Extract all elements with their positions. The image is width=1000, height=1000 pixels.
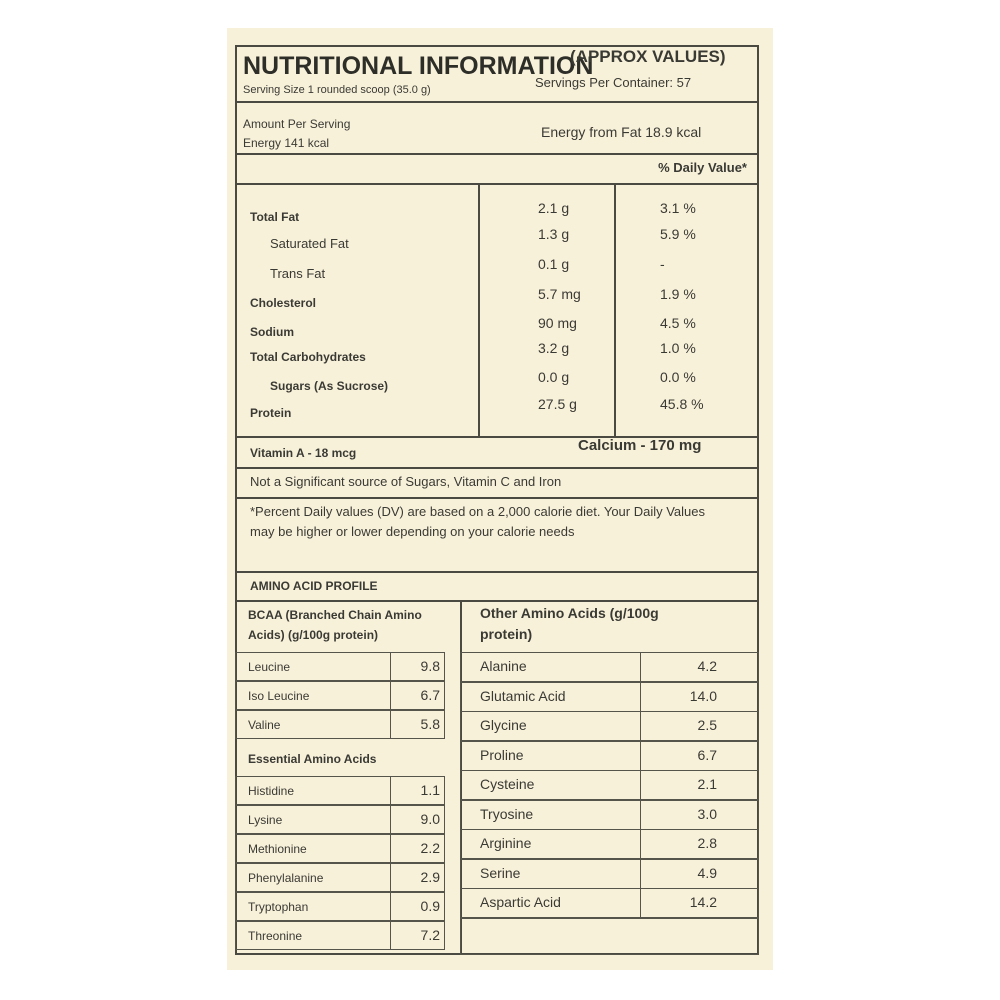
- nutrient-name: Protein: [250, 406, 292, 420]
- amino-name: Valine: [248, 718, 281, 732]
- divider: [235, 467, 759, 469]
- calcium: Calcium - 170 mg: [578, 437, 702, 454]
- table-cell: [390, 681, 445, 710]
- nutrient-daily-value: -: [660, 256, 665, 272]
- amino-name: Leucine: [248, 660, 291, 674]
- nutrient-name: Total Fat: [250, 210, 300, 224]
- table-cell: [460, 917, 759, 955]
- amount-per-serving: Amount Per Serving: [243, 117, 351, 131]
- divider: [235, 600, 759, 602]
- amino-value: 5.8: [420, 716, 440, 732]
- nutrient-name: Total Carbohydrates: [250, 350, 366, 364]
- nutrient-daily-value: 1.9 %: [660, 286, 696, 302]
- divider: [235, 436, 759, 438]
- other-amino-header: Other Amino Acids (g/100g protein): [480, 605, 659, 642]
- amino-value: 6.7: [420, 687, 440, 703]
- table-cell: [390, 863, 445, 892]
- nutrient-name: Trans Fat: [270, 266, 326, 281]
- table-cell: [390, 776, 445, 805]
- amino-name: Glycine: [480, 717, 527, 733]
- table-cell: [390, 710, 445, 739]
- amino-value: 1.1: [420, 782, 440, 798]
- amino-name: Lysine: [248, 813, 283, 827]
- nutrient-amount: 1.3 g: [538, 226, 570, 242]
- amino-name: Arginine: [480, 835, 532, 851]
- amino-value: 6.7: [697, 746, 717, 763]
- nutrient-amount: 90 mg: [538, 315, 577, 331]
- nutrient-daily-value: 4.5 %: [660, 315, 696, 331]
- amino-value: 2.1: [697, 776, 717, 792]
- nutrient-name: Sodium: [250, 325, 294, 339]
- divider: [235, 101, 759, 103]
- nutrient-daily-value: 3.1 %: [660, 200, 696, 216]
- nutrient-amount: 0.1 g: [538, 256, 570, 272]
- amino-name: Glutamic Acid: [480, 687, 566, 704]
- amino-value: 4.9: [697, 864, 717, 881]
- divider: [235, 183, 759, 185]
- amino-value: 2.2: [420, 840, 440, 856]
- nutrient-daily-value: 45.8 %: [660, 396, 704, 412]
- column-divider: [478, 183, 480, 436]
- amino-profile-title: AMINO ACID PROFILE: [250, 579, 378, 593]
- amino-value: 2.9: [420, 869, 440, 885]
- amino-value: 4.2: [697, 658, 717, 674]
- amino-name: Tryptophan: [248, 900, 309, 914]
- nutrient-amount: 2.1 g: [538, 200, 570, 216]
- amino-name: Threonine: [248, 929, 303, 943]
- amino-name: Aspartic Acid: [480, 894, 561, 910]
- nutrient-name: Sugars (As Sucrose): [270, 379, 389, 393]
- table-cell: [390, 652, 445, 681]
- nutrient-daily-value: 5.9 %: [660, 226, 696, 242]
- table-cell: [390, 921, 445, 950]
- nutrient-amount: 3.2 g: [538, 340, 570, 356]
- amino-value: 14.0: [689, 687, 717, 704]
- amino-name: Iso Leucine: [248, 689, 310, 703]
- table-cell: [390, 834, 445, 863]
- amino-name: Phenylalanine: [248, 871, 324, 885]
- nutrient-daily-value: 1.0 %: [660, 340, 696, 356]
- amino-value: 9.8: [420, 658, 440, 674]
- divider: [235, 153, 759, 155]
- nutrient-amount: 5.7 mg: [538, 286, 581, 302]
- essential-amino-header: Essential Amino Acids: [248, 752, 377, 766]
- amino-value: 2.8: [697, 835, 717, 851]
- daily-value-header: % Daily Value*: [658, 160, 747, 175]
- table-cell: [390, 805, 445, 834]
- not-significant-note: Not a Significant source of Sugars, Vita…: [250, 474, 562, 489]
- column-divider: [614, 183, 616, 436]
- vitamin-a: Vitamin A - 18 mcg: [250, 446, 357, 460]
- table-cell: [390, 892, 445, 921]
- amino-name: Serine: [480, 864, 521, 881]
- nutrient-daily-value: 0.0 %: [660, 369, 696, 385]
- amino-name: Histidine: [248, 784, 295, 798]
- label-title-suffix: (APPROX VALUES): [570, 47, 726, 66]
- divider: [235, 571, 759, 573]
- amino-value: 14.2: [689, 894, 717, 910]
- energy-from-fat: Energy from Fat 18.9 kcal: [541, 124, 702, 140]
- servings-per-container: Servings Per Container: 57: [535, 75, 692, 90]
- amino-name: Proline: [480, 746, 524, 763]
- nutrient-name: Saturated Fat: [270, 236, 349, 251]
- energy: Energy 141 kcal: [243, 136, 330, 150]
- amino-value: 0.9: [420, 898, 440, 914]
- amino-name: Cysteine: [480, 776, 535, 792]
- amino-column-divider: [460, 600, 462, 955]
- amino-value: 2.5: [697, 717, 717, 733]
- divider: [235, 497, 759, 499]
- label-title: NUTRITIONAL INFORMATION: [243, 52, 594, 80]
- label-border: [235, 45, 759, 955]
- nutrient-name: Cholesterol: [250, 296, 317, 310]
- amino-value: 3.0: [697, 805, 717, 822]
- daily-value-footnote: *Percent Daily values (DV) are based on …: [250, 504, 706, 539]
- amino-value: 7.2: [420, 927, 440, 943]
- nutrition-label: [227, 28, 773, 970]
- bcaa-header: BCAA (Branched Chain Amino Acids) (g/100…: [248, 608, 422, 642]
- nutrient-amount: 0.0 g: [538, 369, 570, 385]
- serving-size: Serving Size 1 rounded scoop (35.0 g): [243, 84, 431, 96]
- amino-name: Tryosine: [480, 805, 534, 822]
- amino-name: Alanine: [480, 658, 527, 674]
- nutrient-amount: 27.5 g: [538, 396, 577, 412]
- amino-value: 9.0: [420, 811, 440, 827]
- amino-name: Methionine: [248, 842, 307, 856]
